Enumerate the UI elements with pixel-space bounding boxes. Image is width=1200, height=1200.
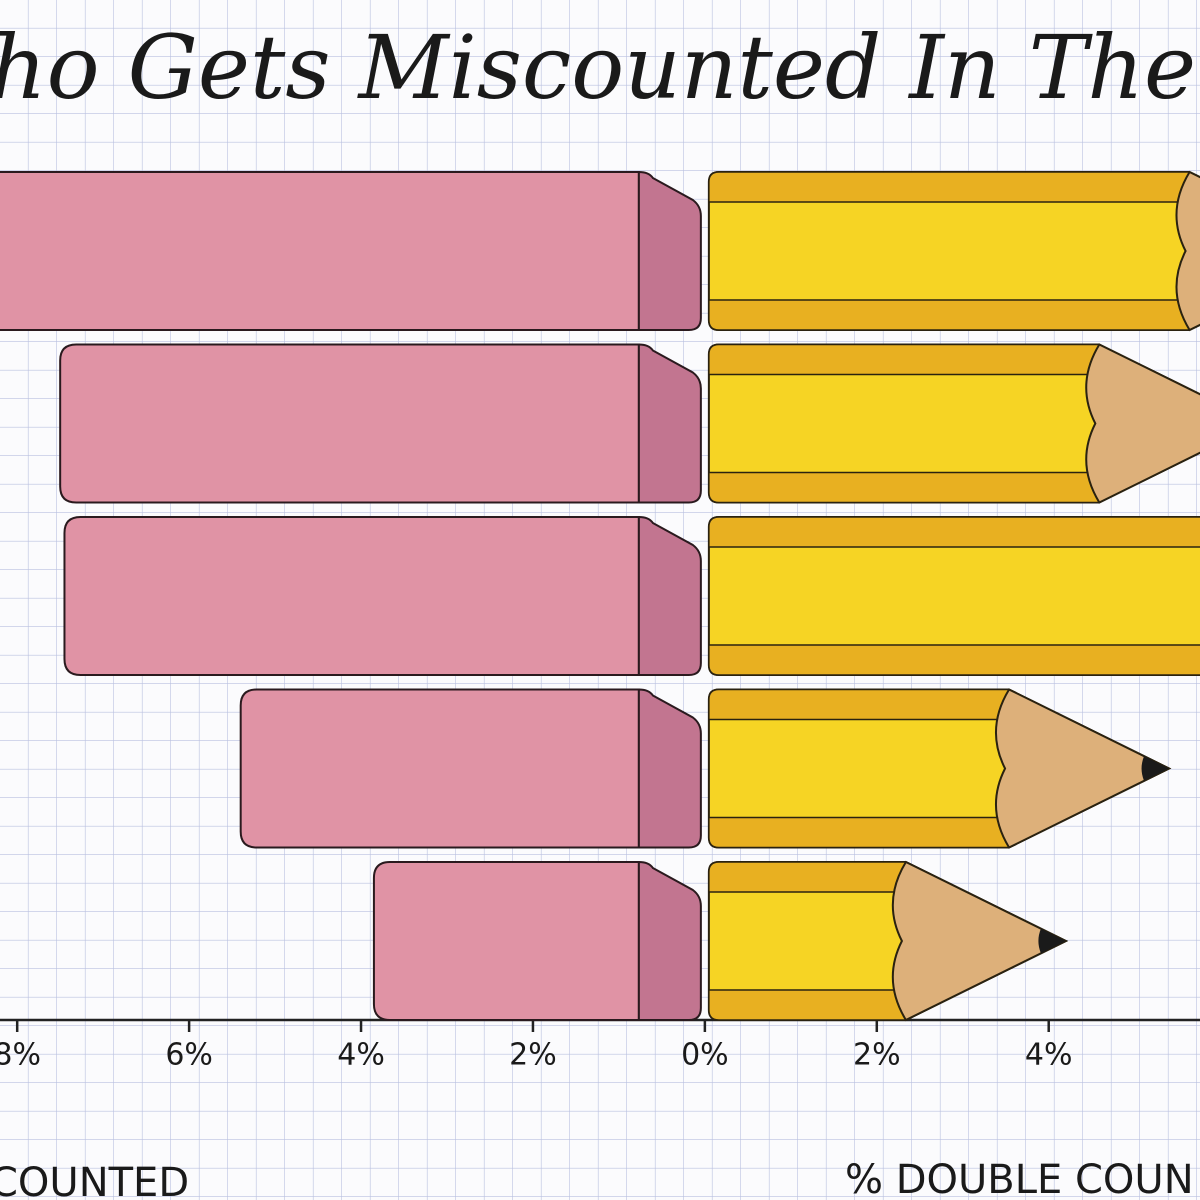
pencil-lead [1141, 756, 1170, 781]
eraser [0, 171, 640, 331]
eraser-end [637, 860, 702, 1021]
pencil-stripe [708, 516, 1200, 676]
x-tick-label: 6% [165, 1038, 213, 1073]
x-axis-label-left: COUNTED [0, 1160, 189, 1200]
pencil-stripe [708, 343, 1115, 504]
x-tick-label: 2% [853, 1038, 901, 1073]
x-tick-label: 0% [681, 1038, 729, 1073]
eraser-end [637, 170, 702, 331]
x-tick-label: 4% [337, 1038, 385, 1073]
x-axis-label-right: % DOUBLE COUN [845, 1157, 1194, 1200]
pencil-stripe [708, 171, 1200, 331]
eraser [59, 343, 640, 504]
pencil-wood [1175, 170, 1200, 332]
chart-title: ho Gets Miscounted In The Ce [0, 16, 1200, 119]
pencil-wood [891, 860, 1069, 1022]
x-tick-label: 4% [1025, 1038, 1073, 1073]
eraser [239, 688, 640, 849]
pencil-stripe [708, 688, 1025, 849]
eraser-end [637, 515, 702, 676]
x-tick-label: 8% [0, 1038, 41, 1073]
pencil-wood [995, 688, 1172, 849]
eraser [372, 861, 640, 1021]
eraser [63, 516, 640, 676]
x-tick-label: 2% [509, 1038, 557, 1073]
eraser-end [637, 688, 702, 849]
eraser-end [637, 343, 702, 504]
pencil-lead [1038, 928, 1066, 954]
pencil-wood [1085, 343, 1200, 504]
